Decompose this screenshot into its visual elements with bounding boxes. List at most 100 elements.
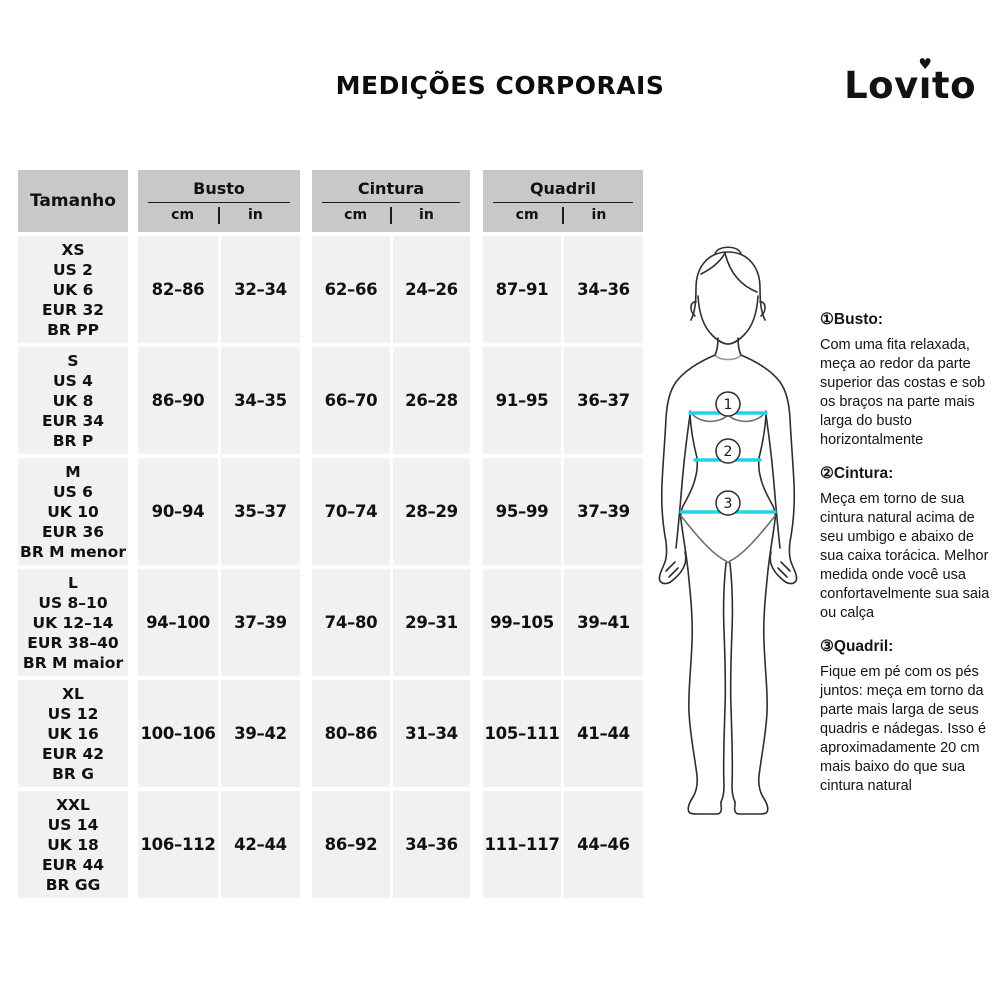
bust-cm-cell: 106–112 <box>138 791 218 898</box>
size-label-line: EUR 34 <box>41 411 105 430</box>
foot-right <box>733 796 769 815</box>
waist-in-cell: 29–31 <box>393 569 470 676</box>
size-cell: L US 8–10 UK 12–14 EUR 38–40 BR M maior <box>18 569 128 676</box>
size-label-line: EUR 32 <box>41 300 105 319</box>
size-label-line: BR M menor <box>20 542 126 561</box>
size-cell: XS US 2 UK 6 EUR 32 BR PP <box>18 236 128 343</box>
arm-outer-left <box>658 354 716 585</box>
bust-cm-cell: 82–86 <box>138 236 218 343</box>
size-label-line: BR P <box>52 431 94 450</box>
size-label-line: UK 18 <box>47 835 99 854</box>
hip-in-cell: 44–46 <box>564 791 643 898</box>
leg-outer-right <box>757 519 776 798</box>
unit-in: in <box>591 207 607 223</box>
logo-text-post: to <box>931 64 976 107</box>
finger-marks-left <box>665 561 679 578</box>
circled-number-1-icon: ① <box>820 311 834 328</box>
bust-cm-cell: 86–90 <box>138 347 218 454</box>
note-heading: ②Cintura: <box>820 465 894 482</box>
size-label-line: US 2 <box>53 260 93 279</box>
size-label-line: EUR 42 <box>41 744 105 763</box>
size-label-line: BR PP <box>47 320 99 339</box>
size-label-line: UK 10 <box>47 502 99 521</box>
circled-number-2-icon: ② <box>820 465 834 482</box>
waist-in-cell: 34–36 <box>393 791 470 898</box>
note-waist: ②Cintura: Meça em torno de sua cintura n… <box>820 464 998 623</box>
table-row: M US 6 UK 10 EUR 36 BR M menor 90–94 35–37 70–7… <box>18 458 643 565</box>
arm-outer-right <box>740 354 798 585</box>
hip-cm-cell: 87–91 <box>483 236 561 343</box>
size-label-line: EUR 38–40 <box>27 633 119 652</box>
hip-in-cell: 36–37 <box>564 347 643 454</box>
hair-outline <box>690 251 766 321</box>
waist-cm-cell: 86–92 <box>312 791 390 898</box>
measurement-notes: ①Busto: Com uma fita relaxada, meça ao r… <box>820 310 998 810</box>
group-label: Busto <box>148 179 290 203</box>
waist-in-cell: 24–26 <box>393 236 470 343</box>
arm-inner-left <box>675 414 691 549</box>
arm-inner-right <box>765 414 781 549</box>
hip-marker-number: 3 <box>724 496 733 512</box>
unit-cm: cm <box>515 207 539 223</box>
logo-letter-i: ♥ ı <box>918 55 933 108</box>
waist-marker-circle <box>715 438 741 464</box>
column-group-hip: Quadril cm in <box>483 170 643 232</box>
note-body: Meça em torno de sua cintura natural aci… <box>820 491 990 621</box>
size-label-line: BR GG <box>45 875 101 894</box>
note-bust: ①Busto: Com uma fita relaxada, meça ao r… <box>820 310 998 450</box>
size-label-line: US 8–10 <box>38 593 108 612</box>
size-label-line: S <box>67 351 79 370</box>
size-label-line: L <box>68 573 78 592</box>
neck-right <box>737 337 742 356</box>
table-row: XXL US 14 UK 18 EUR 44 BR GG 106–112 42–44 86–9… <box>18 791 643 898</box>
size-cell: XXL US 14 UK 18 EUR 44 BR GG <box>18 791 128 898</box>
note-heading: ①Busto: <box>820 311 883 328</box>
note-body: Com uma fita relaxada, meça ao redor da … <box>820 337 986 448</box>
waist-cm-cell: 62–66 <box>312 236 390 343</box>
note-heading: ③Quadril: <box>820 638 894 655</box>
size-label-line: UK 16 <box>47 724 99 743</box>
bust-in-cell: 35–37 <box>221 458 300 565</box>
heart-icon: ♥ <box>918 55 933 73</box>
table-header-row: Tamanho Busto cm in Cintura cm in Quadri… <box>18 170 643 232</box>
size-label-line: BR G <box>52 764 94 783</box>
bust-in-cell: 37–39 <box>221 569 300 676</box>
group-label: Quadril <box>493 179 633 203</box>
unit-cm: cm <box>171 207 195 223</box>
waist-in-cell: 31–34 <box>393 680 470 787</box>
neck-left <box>714 337 719 356</box>
table-row: XS US 2 UK 6 EUR 32 BR PP 82–86 32–34 62–66 24–2… <box>18 236 643 343</box>
bust-in-cell: 32–34 <box>221 236 300 343</box>
bust-cm-cell: 100–106 <box>138 680 218 787</box>
logo-text-pre: Lov <box>844 64 919 107</box>
size-label-line: US 4 <box>53 371 93 390</box>
unit-divider <box>562 206 564 224</box>
hip-in-cell: 34–36 <box>564 236 643 343</box>
note-body: Fique em pé com os pés juntos: meça em t… <box>820 664 987 794</box>
size-table: Tamanho Busto cm in Cintura cm in Quadri… <box>18 170 643 902</box>
table-row: XL US 12 UK 16 EUR 42 BR G 100–106 39–42 80–86 3… <box>18 680 643 787</box>
ear-left <box>690 301 697 317</box>
size-label-line: UK 12–14 <box>32 613 114 632</box>
page-title: MEDIÇÕES CORPORAIS <box>335 71 665 100</box>
waist-cm-cell: 74–80 <box>312 569 390 676</box>
unit-in: in <box>419 207 434 223</box>
leg-inner-right <box>729 562 736 803</box>
brand-logo: Lov ♥ ıto <box>844 55 976 108</box>
size-cell: S US 4 UK 8 EUR 34 BR P <box>18 347 128 454</box>
size-cell: M US 6 UK 10 EUR 36 BR M menor <box>18 458 128 565</box>
waist-cm-cell: 70–74 <box>312 458 390 565</box>
hip-cm-cell: 91–95 <box>483 347 561 454</box>
bust-marker-circle <box>715 391 741 417</box>
note-hip: ③Quadril: Fique em pé com os pés juntos:… <box>820 637 998 796</box>
bust-in-cell: 42–44 <box>221 791 300 898</box>
hair-bun <box>714 246 742 255</box>
foot-left <box>687 796 723 815</box>
group-label: Cintura <box>322 179 460 203</box>
size-label-line: UK 8 <box>52 391 94 410</box>
table-row: L US 8–10 UK 12–14 EUR 38–40 BR M maior 94–10… <box>18 569 643 676</box>
hip-cm-cell: 95–99 <box>483 458 561 565</box>
finger-marks-right <box>777 561 791 578</box>
ear-right <box>759 301 766 317</box>
circled-number-3-icon: ③ <box>820 638 834 655</box>
